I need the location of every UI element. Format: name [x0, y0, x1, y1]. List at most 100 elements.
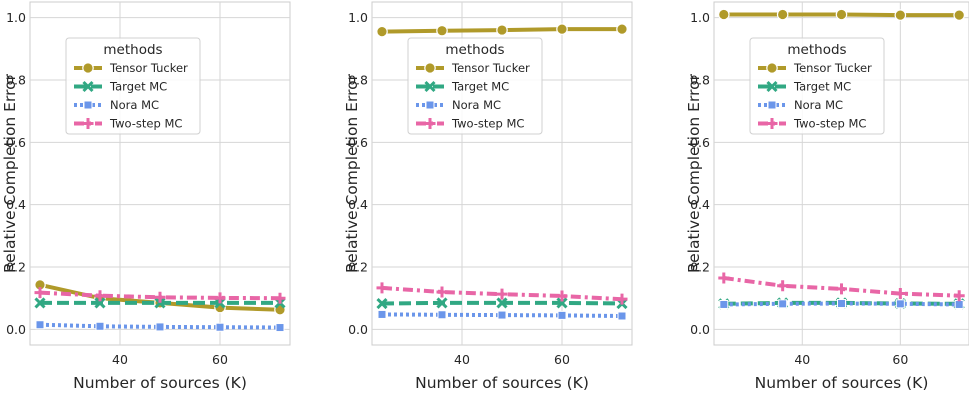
y-tick-label: 0.6: [6, 135, 26, 150]
x-tick-label: 60: [554, 352, 570, 367]
legend-label: Target MC: [109, 80, 167, 94]
data-point: [154, 297, 166, 309]
data-point: [894, 288, 906, 300]
x-axis-label: Number of sources (K): [415, 374, 589, 392]
legend-label: Tensor Tucker: [109, 61, 188, 75]
x-tick-label: 40: [794, 352, 810, 367]
data-point: [616, 23, 628, 35]
data-point: [436, 297, 448, 309]
legend-swatch-marker: [82, 118, 94, 129]
series-nora-mc: [35, 320, 285, 333]
legend-swatch-marker: [424, 80, 436, 93]
data-point: [34, 287, 46, 299]
data-point: [35, 320, 45, 330]
data-point: [953, 9, 965, 21]
data-point: [436, 286, 448, 298]
chart-panel-3: 0.0 0.2 0.4 0.6 0.8 1.0 40 60 Number of sources …: [685, 1, 969, 392]
y-tick-label: 0.2: [690, 260, 710, 275]
y-axis-label: Relative Completion Error: [685, 73, 703, 273]
series-line: [723, 300, 960, 306]
data-point: [836, 283, 847, 295]
legend: methods Tensor Tucker Target MC Nora MC Two-…: [749, 37, 885, 135]
data-point: [777, 280, 789, 292]
data-point: [837, 299, 846, 309]
x-tick-label: 40: [454, 352, 470, 367]
data-point: [377, 309, 387, 319]
legend-swatch-marker: [82, 62, 94, 74]
y-tick-label: 0.4: [348, 197, 368, 212]
data-point: [275, 323, 285, 333]
data-point: [376, 25, 388, 38]
chart-panel-2: 0.0 0.2 0.4 0.6 0.8 1.0 40 60 Number of sources …: [343, 1, 633, 392]
legend-label: Nora MC: [110, 98, 159, 112]
data-point: [778, 299, 788, 309]
legend-box: [749, 37, 885, 135]
chart-panel-1: 0.0 0.2 0.4 0.6 0.8 1.0 40 60 Number of sources …: [1, 1, 291, 392]
data-point: [95, 321, 105, 331]
legend-title: methods: [103, 42, 162, 58]
series-two-step-mc: [718, 272, 965, 302]
y-tick-label: 0.2: [6, 260, 26, 275]
data-point: [215, 322, 225, 332]
data-point: [436, 24, 448, 37]
y-tick-label: 0.6: [690, 135, 710, 150]
data-point: [953, 290, 965, 302]
data-point: [437, 310, 447, 320]
legend-title: methods: [787, 42, 846, 58]
legend-label: Nora MC: [452, 98, 501, 112]
legend: methods Tensor Tucker Target MC Nora MC Two-…: [407, 37, 543, 135]
data-point: [894, 9, 907, 21]
data-point: [557, 310, 567, 320]
legend-box: [407, 37, 543, 135]
data-point: [719, 299, 729, 309]
data-point: [496, 24, 508, 36]
series-tensor-tucker: [376, 23, 628, 38]
y-axis-label: Relative Completion Error: [343, 73, 361, 273]
legend-swatch-marker: [83, 100, 93, 110]
legend-label: Two-step MC: [793, 117, 866, 131]
legend-swatch-marker: [424, 62, 436, 74]
legend-swatch-marker: [82, 80, 94, 93]
data-point: [895, 299, 905, 309]
data-point: [376, 282, 388, 294]
data-point: [835, 8, 848, 21]
data-point: [274, 292, 286, 304]
data-point: [34, 297, 46, 309]
data-point: [616, 293, 628, 305]
legend-label: Tensor Tucker: [793, 61, 872, 75]
legend-label: Two-step MC: [451, 117, 524, 131]
data-point: [954, 299, 964, 309]
legend-swatch-marker: [766, 62, 778, 74]
legend-label: Two-step MC: [109, 117, 182, 131]
y-tick-label: 0.8: [6, 72, 26, 87]
y-tick-label: 0.8: [348, 72, 368, 87]
series-two-step-mc: [376, 282, 628, 305]
data-point: [617, 311, 627, 321]
y-axis-label: Relative Completion Error: [1, 73, 19, 273]
y-tick-label: 1.0: [348, 10, 368, 25]
data-point: [718, 8, 730, 21]
legend-swatch-marker: [766, 118, 778, 129]
legend-swatch-marker: [766, 80, 778, 93]
series-line: [723, 276, 960, 298]
y-tick-label: 1.0: [690, 10, 710, 25]
x-axis-label: Number of sources (K): [73, 374, 247, 392]
y-tick-label: 0.8: [690, 72, 710, 87]
y-tick-label: 0.4: [6, 197, 26, 212]
x-tick-label: 60: [892, 352, 908, 367]
series-two-step-mc: [34, 287, 286, 304]
data-point: [556, 297, 568, 309]
data-point: [94, 290, 106, 302]
y-tick-label: 0.6: [348, 135, 368, 150]
legend-swatch-marker: [424, 118, 436, 129]
series-nora-mc: [377, 309, 627, 321]
data-point: [376, 297, 388, 310]
legend-title: methods: [445, 42, 504, 58]
legend-box: [65, 37, 201, 135]
y-tick-label: 0.0: [6, 322, 26, 337]
y-tick-label: 0.4: [690, 197, 710, 212]
y-tick-label: 0.0: [690, 322, 710, 337]
data-point: [154, 291, 166, 303]
data-point: [214, 292, 226, 304]
